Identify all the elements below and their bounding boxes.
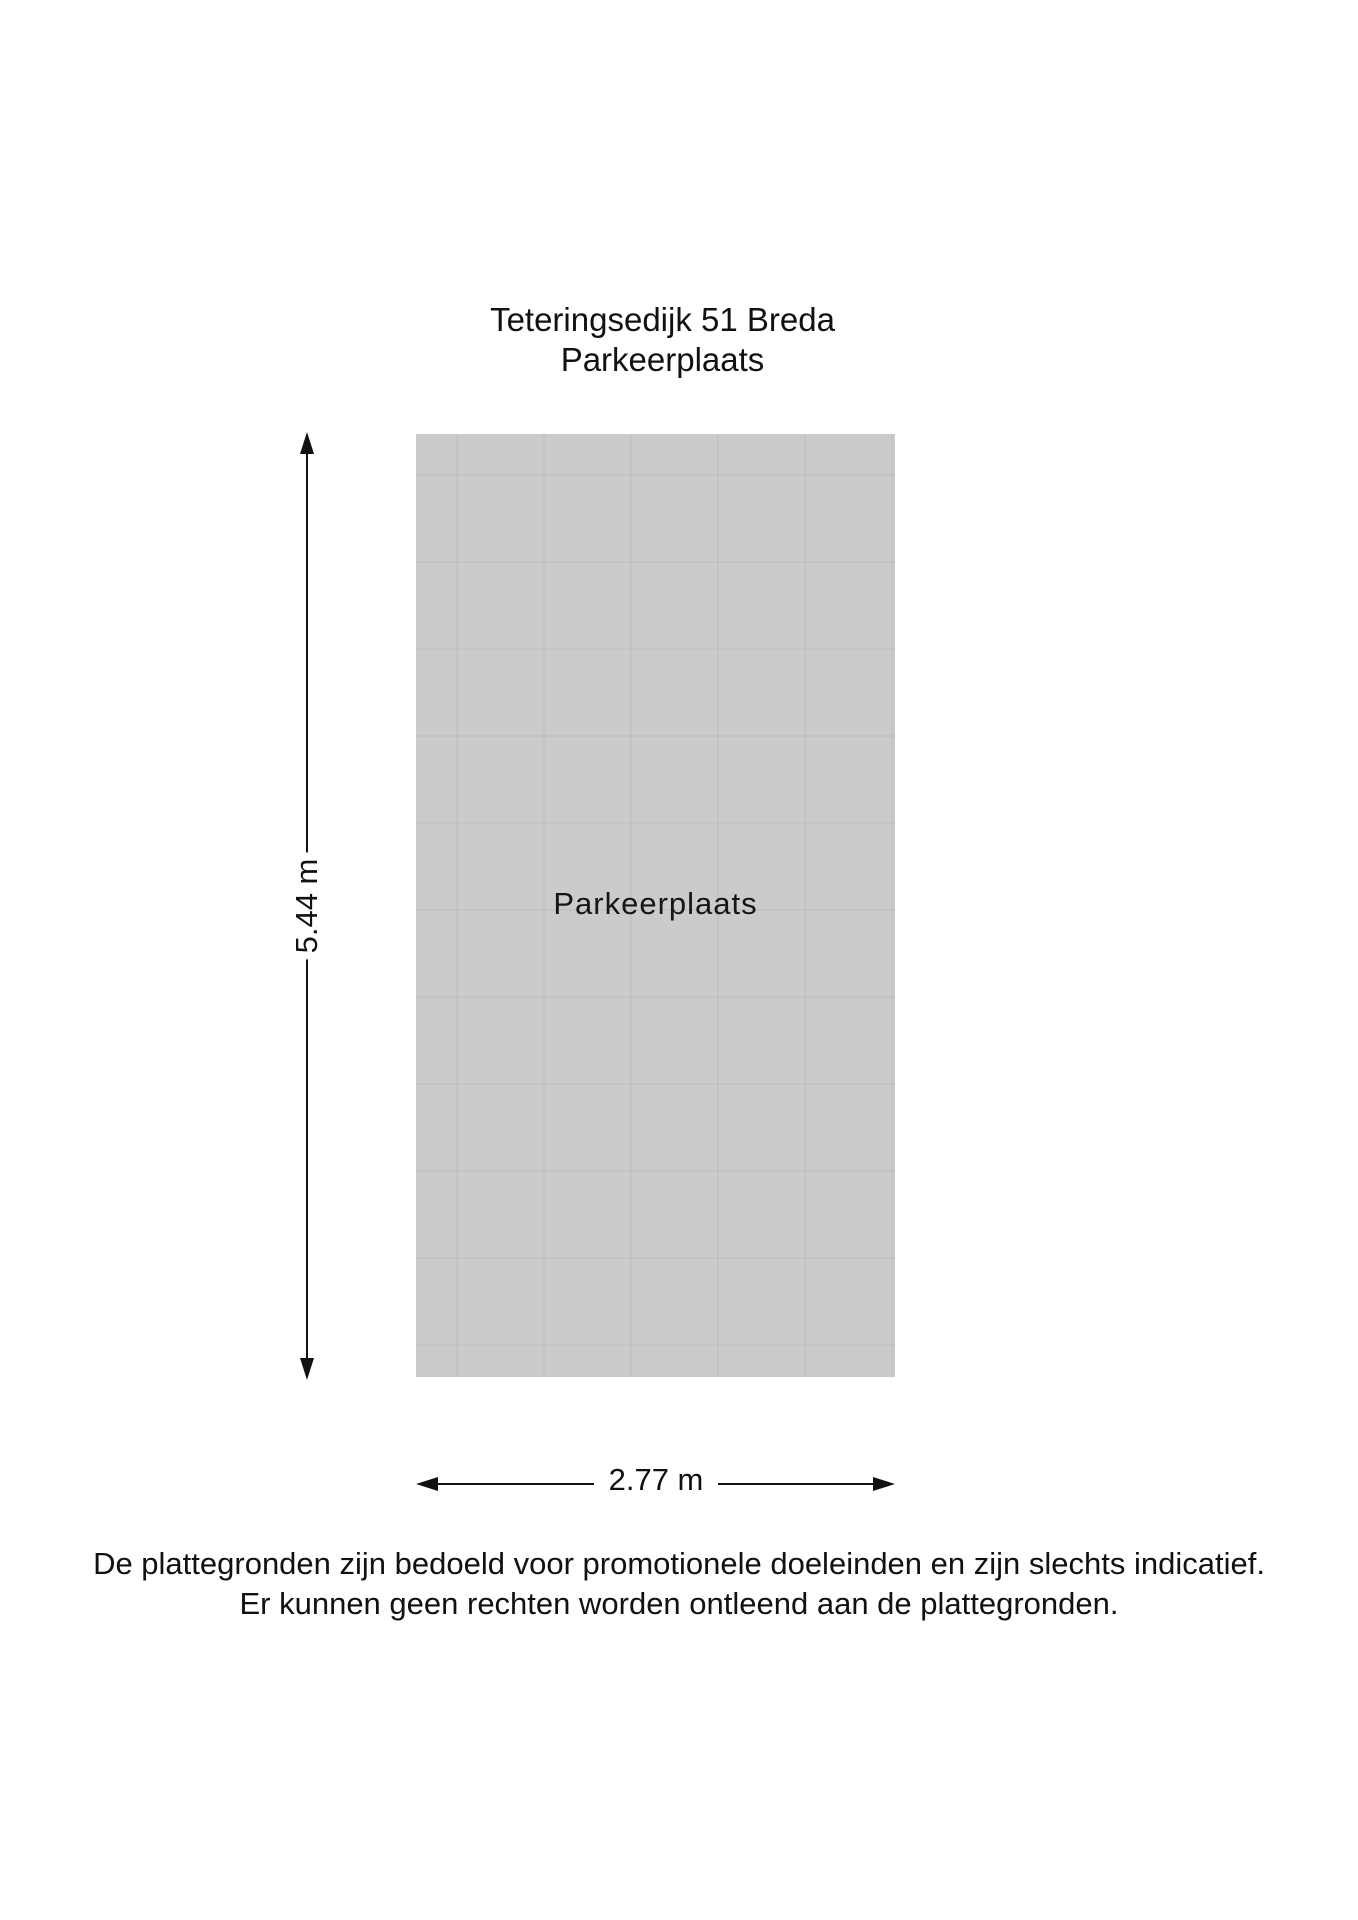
arrow-up-icon — [300, 432, 314, 454]
arrow-down-icon — [300, 1358, 314, 1380]
disclaimer-line-2: Er kunnen geen rechten worden ontleend a… — [239, 1586, 1119, 1621]
disclaimer-line-1: De plattegronden zijn bedoeld voor promo… — [93, 1546, 1265, 1581]
arrow-left-icon — [416, 1477, 438, 1491]
floor-title: Parkeerplaats — [560, 341, 765, 378]
parking-space-room: Parkeerplaats — [416, 434, 895, 1377]
height-dimension-label: 5.44 m — [289, 852, 325, 960]
room-label: Parkeerplaats — [553, 886, 758, 921]
arrow-right-icon — [873, 1477, 895, 1491]
width-dimension-label: 2.77 m — [594, 1462, 718, 1498]
address-title: Teteringsedijk 51 Breda — [490, 301, 835, 338]
disclaimer: De plattegronden zijn bedoeld voor promo… — [0, 1544, 1358, 1624]
plan-title: Teteringsedijk 51 Breda Parkeerplaats — [0, 300, 1325, 380]
